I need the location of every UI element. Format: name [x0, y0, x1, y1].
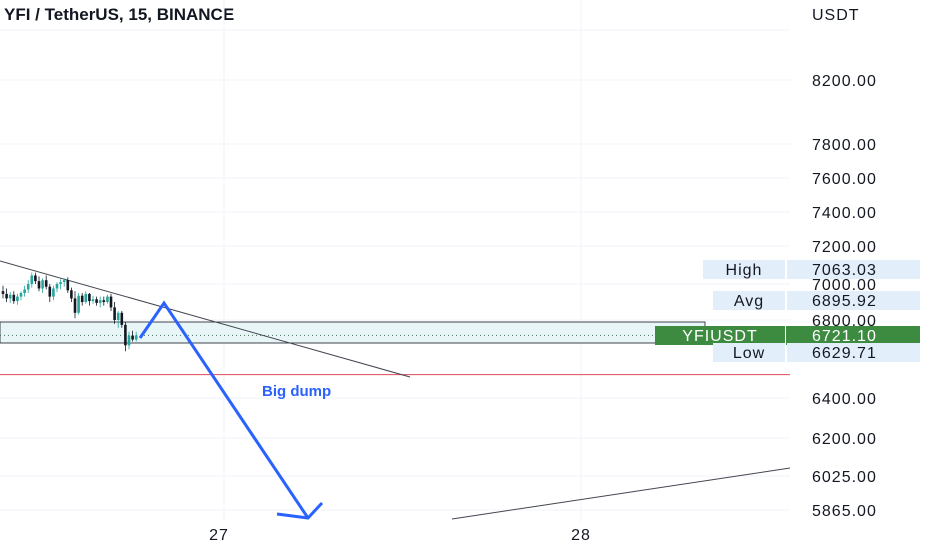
- descending-trendline: [0, 260, 411, 378]
- y-tick-label: 7800.00: [812, 137, 877, 154]
- candle-body: [127, 335, 131, 346]
- candle-body: [134, 335, 138, 340]
- candle-body: [80, 295, 84, 302]
- candle-body: [34, 275, 37, 282]
- stat-label: Avg: [734, 293, 764, 310]
- candle-body: [37, 281, 41, 289]
- candle-body: [66, 280, 70, 291]
- candle-body: [120, 312, 124, 325]
- y-tick-label: 6025.00: [812, 469, 877, 486]
- stat-label-box: [713, 343, 785, 362]
- last-price-value: 6721.10: [812, 328, 877, 345]
- projection-arrowhead: [276, 501, 324, 520]
- candle-body: [44, 280, 48, 287]
- stat-label: High: [726, 262, 763, 279]
- candle-body: [77, 295, 80, 313]
- candle-body: [91, 299, 95, 302]
- candle-body: [70, 290, 73, 299]
- stat-label-box: [703, 260, 785, 279]
- last-price-box: [786, 326, 920, 345]
- candle-body: [1, 291, 5, 294]
- axis-currency-label: USDT: [812, 7, 860, 24]
- stat-value: 7063.03: [812, 262, 877, 279]
- stat-value-box: [787, 343, 920, 362]
- candle-body: [23, 289, 26, 293]
- symbol-label: YFIUSDT: [682, 328, 757, 345]
- candle-body: [95, 299, 98, 303]
- y-tick-label: 6400.00: [812, 391, 877, 408]
- x-tick-label: 28: [571, 527, 591, 544]
- y-tick-label: 7600.00: [812, 171, 877, 188]
- stat-value: 6629.71: [812, 345, 877, 362]
- candle-body: [124, 324, 127, 346]
- stat-label: Low: [733, 345, 765, 362]
- y-tick-label: 7400.00: [812, 205, 877, 222]
- candle-body: [84, 293, 88, 302]
- candle-body: [113, 307, 116, 320]
- candle-body: [26, 284, 30, 290]
- candles: [1, 272, 138, 352]
- candle-body: [16, 296, 19, 302]
- x-tick-label: 27: [209, 527, 229, 544]
- y-tick-label: 6200.00: [812, 431, 877, 448]
- y-tick-label: 8200.00: [812, 73, 877, 90]
- candle-body: [8, 294, 12, 299]
- stat-label-box: [713, 291, 785, 310]
- y-tick-label: 7200.00: [812, 239, 877, 256]
- candle-body: [41, 280, 44, 289]
- candle-body: [62, 280, 66, 283]
- y-tick-label: 7000.00: [812, 277, 877, 294]
- y-tick-label: 6800.00: [812, 313, 877, 330]
- symbol-label-box: [655, 326, 785, 345]
- stat-value-box: [787, 260, 920, 279]
- candle-body: [52, 288, 55, 297]
- candle-body: [116, 312, 120, 320]
- y-tick-label: 5865.00: [812, 503, 877, 520]
- chart-title: YFI / TetherUS, 15, BINANCE: [4, 5, 235, 24]
- candle-body: [48, 286, 52, 297]
- candle-body: [102, 300, 106, 302]
- stat-value-box: [787, 291, 920, 310]
- candle-body: [73, 298, 77, 313]
- candle-body: [19, 293, 23, 297]
- candle-body: [88, 293, 91, 302]
- projection-path: [138, 300, 310, 519]
- annotation-big-dump: Big dump: [262, 383, 331, 400]
- candle-body: [106, 296, 109, 302]
- candle-body: [55, 284, 59, 289]
- price-zone-box: [0, 321, 706, 344]
- candle-body: [109, 296, 113, 308]
- candle-body: [30, 275, 34, 284]
- grid: [0, 0, 790, 522]
- stat-value: 6895.92: [812, 293, 877, 310]
- candle-body: [131, 335, 134, 340]
- candle-body: [98, 300, 102, 303]
- candle-body: [12, 294, 16, 302]
- ascending-trendline: [451, 467, 791, 520]
- candle-body: [59, 282, 62, 284]
- candle-body: [5, 293, 8, 299]
